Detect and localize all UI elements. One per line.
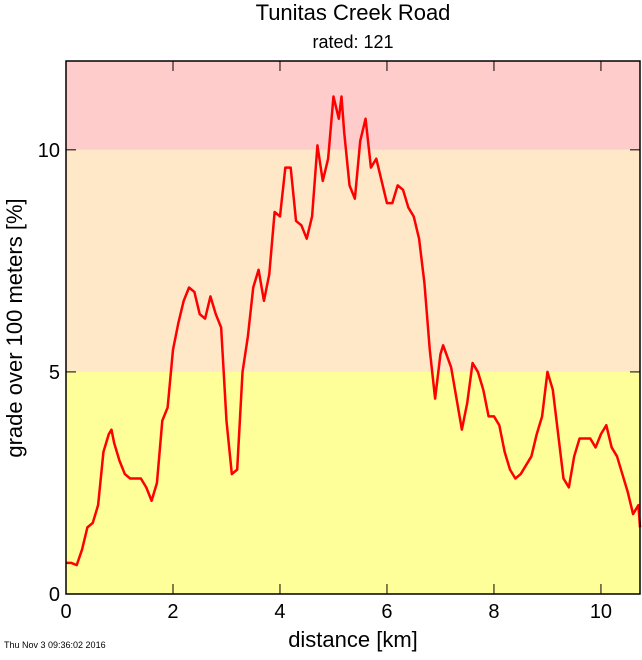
x-tick-label: 0 [60,601,71,623]
grade-band [66,371,640,594]
y-tick-label: 5 [49,362,60,384]
x-tick-label: 8 [488,601,499,623]
x-tick-label: 2 [167,601,178,623]
y-tick-label: 10 [38,140,60,162]
y-axis-label: grade over 100 meters [%] [2,198,27,457]
y-tick-label: 0 [49,584,60,606]
grade-band [66,149,640,372]
grade-line [66,95,642,567]
plot-frame [65,60,641,595]
x-tick-label: 4 [274,601,285,623]
x-tick-label: 10 [590,601,612,623]
x-axis-label: distance [km] [288,627,418,652]
grade-band [66,61,640,150]
x-tick-label: 6 [381,601,392,623]
chart-subtitle: rated: 121 [312,32,393,52]
chart-title: Tunitas Creek Road [256,0,451,25]
footer-timestamp: Thu Nov 3 09:36:02 2016 [4,640,106,650]
